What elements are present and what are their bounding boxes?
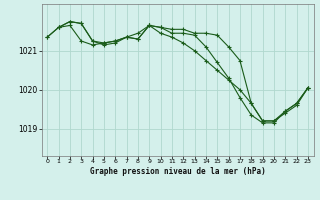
X-axis label: Graphe pression niveau de la mer (hPa): Graphe pression niveau de la mer (hPa) [90,167,266,176]
